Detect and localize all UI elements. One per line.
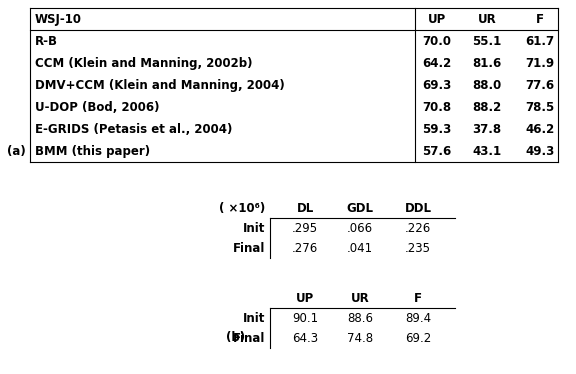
- Text: 81.6: 81.6: [472, 56, 502, 70]
- Text: 59.3: 59.3: [422, 123, 452, 135]
- Text: 61.7: 61.7: [525, 34, 555, 47]
- Text: Final: Final: [233, 242, 265, 254]
- Text: Init: Init: [242, 221, 265, 234]
- Text: .295: .295: [292, 221, 318, 234]
- Text: 49.3: 49.3: [525, 144, 555, 157]
- Text: 71.9: 71.9: [525, 56, 555, 70]
- Text: 78.5: 78.5: [525, 101, 555, 113]
- Text: 77.6: 77.6: [525, 79, 555, 92]
- Text: UP: UP: [428, 12, 446, 25]
- Text: 55.1: 55.1: [472, 34, 502, 47]
- Text: 64.2: 64.2: [422, 56, 452, 70]
- Text: DL: DL: [297, 202, 313, 215]
- Text: .041: .041: [347, 242, 373, 254]
- Text: F: F: [536, 12, 544, 25]
- Text: U-DOP (Bod, 2006): U-DOP (Bod, 2006): [35, 101, 160, 113]
- Text: .226: .226: [405, 221, 431, 234]
- Text: UP: UP: [296, 291, 314, 304]
- Text: 64.3: 64.3: [292, 331, 318, 344]
- Text: 88.0: 88.0: [472, 79, 502, 92]
- Text: .276: .276: [292, 242, 318, 254]
- Text: UR: UR: [478, 12, 497, 25]
- Text: .235: .235: [405, 242, 431, 254]
- Text: GDL: GDL: [347, 202, 373, 215]
- Text: F: F: [414, 291, 422, 304]
- Text: 88.6: 88.6: [347, 312, 373, 325]
- Text: (b): (b): [226, 331, 245, 344]
- Text: WSJ-10: WSJ-10: [35, 12, 82, 25]
- Text: DMV+CCM (Klein and Manning, 2004): DMV+CCM (Klein and Manning, 2004): [35, 79, 285, 92]
- Text: CCM (Klein and Manning, 2002b): CCM (Klein and Manning, 2002b): [35, 56, 252, 70]
- Text: 88.2: 88.2: [472, 101, 502, 113]
- Text: 70.8: 70.8: [422, 101, 452, 113]
- Text: 57.6: 57.6: [422, 144, 452, 157]
- Text: (a): (a): [7, 144, 26, 157]
- Text: ( ×10⁶): ( ×10⁶): [219, 202, 265, 215]
- Text: 46.2: 46.2: [525, 123, 555, 135]
- Text: 69.3: 69.3: [422, 79, 452, 92]
- Text: 89.4: 89.4: [405, 312, 431, 325]
- Text: E-GRIDS (Petasis et al., 2004): E-GRIDS (Petasis et al., 2004): [35, 123, 232, 135]
- Text: 74.8: 74.8: [347, 331, 373, 344]
- Text: 37.8: 37.8: [472, 123, 502, 135]
- Text: Final: Final: [233, 331, 265, 344]
- Text: 90.1: 90.1: [292, 312, 318, 325]
- Text: 70.0: 70.0: [423, 34, 452, 47]
- Text: UR: UR: [351, 291, 369, 304]
- Text: 43.1: 43.1: [472, 144, 502, 157]
- Text: .066: .066: [347, 221, 373, 234]
- Text: DDL: DDL: [404, 202, 431, 215]
- Text: Init: Init: [242, 312, 265, 325]
- Text: BMM (this paper): BMM (this paper): [35, 144, 150, 157]
- Text: 69.2: 69.2: [405, 331, 431, 344]
- Text: R-B: R-B: [35, 34, 58, 47]
